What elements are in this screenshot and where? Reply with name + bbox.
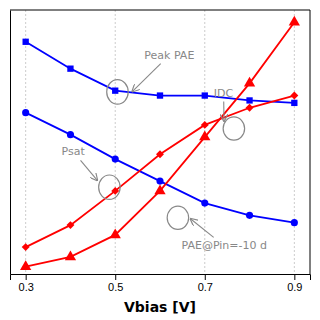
annotation-arrow	[190, 219, 213, 238]
tick-mark	[115, 274, 116, 280]
tick-mark	[26, 274, 27, 280]
grid-line	[25, 10, 26, 274]
point	[244, 77, 255, 87]
series-line	[26, 96, 295, 248]
annotation: Peak PAE	[144, 49, 194, 62]
x-axis: 0.3 0.5 0.7 0.9	[11, 274, 311, 293]
annotation-ellipse	[99, 175, 120, 199]
point	[110, 228, 121, 238]
grid-line	[294, 10, 295, 274]
tick-label: 0.5	[108, 281, 123, 293]
tick: 0.7	[198, 274, 213, 293]
point	[199, 131, 210, 141]
x-axis-title: Vbias [V]	[124, 299, 196, 315]
tick: 0.9	[287, 274, 302, 293]
point	[157, 92, 163, 98]
point	[201, 200, 208, 207]
point	[22, 243, 30, 251]
grid	[26, 10, 295, 274]
annotation-arrow	[223, 102, 224, 122]
point	[246, 97, 252, 103]
point	[246, 212, 253, 219]
point	[67, 66, 73, 72]
tick-label: 0.7	[198, 281, 213, 293]
annotation-arrow	[132, 64, 160, 92]
point	[20, 260, 31, 270]
point	[201, 121, 209, 129]
series-line	[26, 22, 295, 266]
series-group	[20, 16, 300, 270]
point	[112, 88, 118, 94]
annotation: PAE@Pin=-10 d	[181, 239, 267, 252]
point	[246, 104, 254, 112]
annotation-ellipse	[223, 117, 244, 140]
chart: 0.3 0.5 0.7 0.9 Peak PAE IDC Psat PAE@Pin=-10 d…	[0, 0, 320, 320]
annotation-ellipse	[107, 80, 128, 104]
point	[291, 100, 297, 106]
point	[66, 221, 74, 229]
point	[112, 156, 119, 163]
annotation-arrow	[81, 160, 98, 180]
point	[154, 184, 165, 194]
point	[22, 109, 29, 116]
series-line	[26, 42, 295, 103]
annotations: Peak PAE IDC Psat PAE@Pin=-10 d	[61, 49, 267, 253]
y-axis	[10, 11, 11, 275]
annotation-ellipse	[167, 206, 188, 229]
tick-mark	[205, 274, 206, 280]
annotation: Psat	[61, 145, 85, 158]
point	[156, 150, 164, 158]
point	[23, 39, 29, 45]
grid-line	[204, 10, 205, 274]
frame	[310, 10, 311, 274]
frame	[10, 10, 310, 11]
plot: 0.3 0.5 0.7 0.9 Peak PAE IDC Psat PAE@Pin=-10 d	[10, 10, 311, 293]
point	[65, 250, 76, 260]
point	[156, 178, 163, 185]
point	[290, 92, 298, 100]
tick: 0.5	[108, 274, 123, 293]
annotation: IDC	[214, 87, 234, 100]
tick-label: 0.3	[19, 281, 34, 293]
series-line	[26, 113, 295, 223]
tick: 0.3	[19, 274, 34, 293]
point	[289, 16, 300, 26]
tick-label: 0.9	[287, 281, 302, 293]
point	[67, 131, 74, 138]
axis-line	[11, 275, 311, 281]
axis-line	[10, 11, 11, 275]
point	[202, 92, 208, 98]
tick-mark	[294, 274, 295, 280]
point	[291, 219, 298, 226]
